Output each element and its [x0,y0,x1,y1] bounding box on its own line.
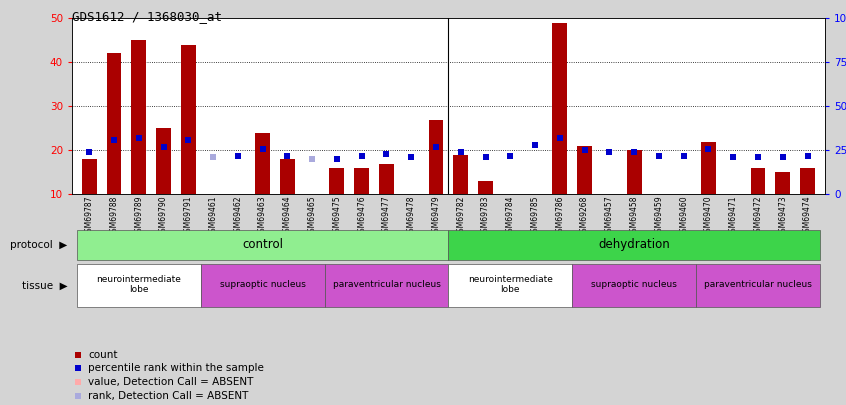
Bar [157,128,171,194]
Bar [325,264,448,307]
Bar [429,119,443,194]
Bar [775,173,790,194]
Text: percentile rank within the sample: percentile rank within the sample [89,363,264,373]
Bar [77,230,448,260]
Bar [577,146,592,194]
Text: paraventricular nucleus: paraventricular nucleus [332,280,441,289]
Bar [696,264,820,307]
Bar [379,164,394,194]
Text: count: count [89,350,118,360]
Bar [448,230,820,260]
Bar [627,150,641,194]
Text: supraoptic nucleus: supraoptic nucleus [220,280,305,289]
Bar [448,264,572,307]
Bar [77,264,201,307]
Bar [800,168,815,194]
Bar [82,159,96,194]
Text: rank, Detection Call = ABSENT: rank, Detection Call = ABSENT [89,391,249,401]
Text: neurointermediate
lobe: neurointermediate lobe [468,275,552,294]
Bar [280,159,294,194]
Bar [701,141,716,194]
Bar [181,45,195,194]
Text: paraventricular nucleus: paraventricular nucleus [704,280,812,289]
Text: supraoptic nucleus: supraoptic nucleus [591,280,677,289]
Bar [478,181,493,194]
Text: dehydration: dehydration [598,238,670,251]
Bar [201,264,325,307]
Text: control: control [242,238,283,251]
Bar [453,155,468,194]
Text: protocol  ▶: protocol ▶ [10,240,68,250]
Bar [107,53,122,194]
Bar [131,40,146,194]
Bar [750,168,766,194]
Text: tissue  ▶: tissue ▶ [22,281,68,290]
Text: value, Detection Call = ABSENT: value, Detection Call = ABSENT [89,377,254,387]
Bar [572,264,696,307]
Text: neurointermediate
lobe: neurointermediate lobe [96,275,181,294]
Bar [329,168,344,194]
Bar [552,23,568,194]
Bar [255,133,270,194]
Bar [354,168,369,194]
Text: GDS1612 / 1368030_at: GDS1612 / 1368030_at [72,10,222,23]
